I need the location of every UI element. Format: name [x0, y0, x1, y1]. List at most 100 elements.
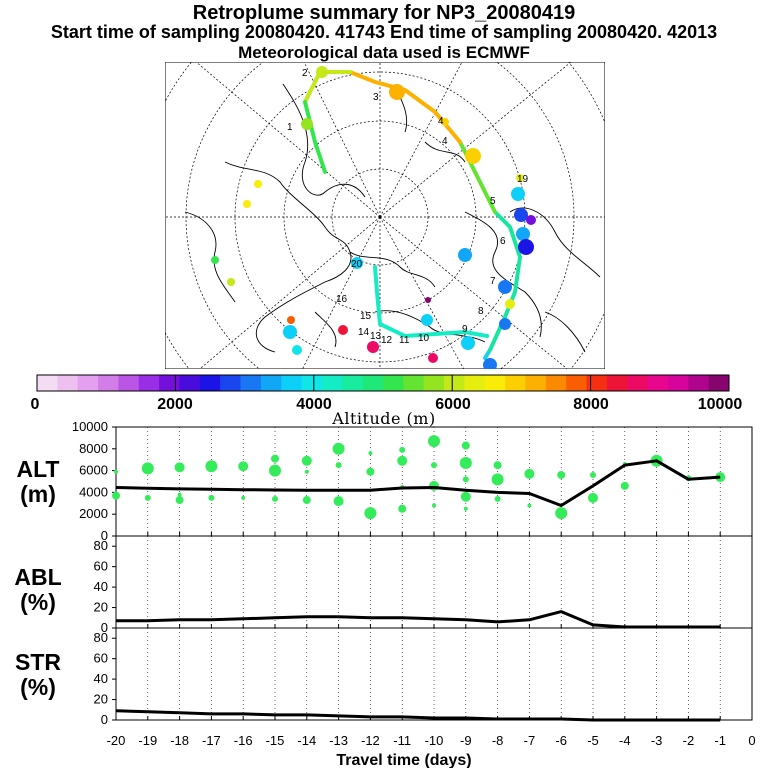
map-label: 14: [358, 327, 370, 338]
alt-cluster-point: [335, 462, 342, 469]
map-label: 2: [302, 68, 308, 79]
xtick-label: -2: [683, 733, 695, 748]
xtick-label: -15: [266, 733, 285, 748]
map-label: 16: [336, 294, 348, 305]
alt-cluster-point: [527, 503, 532, 508]
xtick-label: -16: [234, 733, 253, 748]
xtick-label: -11: [393, 733, 411, 748]
str-ytick-label: 60: [94, 651, 108, 666]
map-label: 7: [490, 276, 496, 287]
alt-cluster-point: [588, 492, 598, 503]
colorbar-swatch: [586, 375, 608, 391]
alt-cluster-point: [332, 442, 345, 455]
alt-cluster-point: [491, 473, 504, 486]
alt-cluster-point: [205, 460, 218, 473]
map-label: 19: [517, 174, 529, 185]
colorbar-swatch: [57, 375, 79, 391]
colorbar-swatch: [545, 375, 567, 391]
map-label: 5: [490, 196, 496, 207]
alt-series-line: [115, 459, 721, 507]
trajectory: [303, 70, 523, 360]
alt-cluster-point: [238, 461, 249, 472]
map-label: 12: [381, 335, 393, 346]
colorbar-tick: 0: [30, 396, 40, 413]
map-label: 9: [462, 324, 468, 335]
xtick-label: 0: [748, 733, 755, 748]
map-label: 15: [360, 311, 372, 322]
abl-ytick-label: 0: [101, 620, 108, 635]
xtick-label: -17: [202, 733, 221, 748]
xtick-label: -20: [107, 733, 126, 748]
colorbar-swatch: [281, 375, 303, 391]
colorbar-tick: 2000: [157, 396, 193, 413]
colorbar-swatch: [708, 375, 730, 391]
alt-panel-label: ALT (m): [8, 457, 68, 507]
map-label: 3: [373, 92, 379, 103]
alt-cluster-point: [114, 469, 118, 474]
colorbar-swatch: [403, 375, 425, 391]
colorbar-swatch: [260, 375, 282, 391]
map-label: 13: [370, 331, 382, 342]
chart-title: Retroplume summary for NP3_20080419: [192, 2, 576, 24]
colorbar-swatch: [627, 375, 649, 391]
alt-cluster-point: [590, 471, 596, 478]
alt-cluster-point: [399, 446, 406, 453]
alt-cluster-point: [301, 455, 312, 466]
map-label: 10: [418, 333, 430, 344]
trajectory-map: 2 3 4 4 5 6 7 8 9 10 11 12 13 14 15 16 1…: [165, 62, 605, 369]
abl-ytick-label: 20: [94, 600, 108, 615]
cluster-markers: [211, 66, 536, 369]
xtick-label: -13: [329, 733, 348, 748]
colorbar-swatch: [199, 375, 221, 391]
alt-ytick-label: 8000: [79, 441, 108, 456]
alt-cluster-point: [144, 494, 151, 501]
colorbar-tick: 4000: [296, 396, 332, 413]
alt-cluster-point: [241, 495, 246, 500]
alt-cluster-point: [269, 464, 281, 477]
alt-cluster-point: [428, 435, 440, 448]
alt-cluster-point: [304, 469, 309, 474]
alt-cluster-point: [494, 495, 501, 502]
str-label-text: STR: [15, 649, 61, 675]
sampling-times: Start time of sampling 20080420. 41743 E…: [50, 22, 718, 42]
colorbar-swatch: [179, 375, 201, 391]
colorbar-swatch: [525, 375, 547, 391]
colorbar-swatch: [688, 375, 710, 391]
colorbar-swatch: [647, 375, 669, 391]
abl-ytick-label: 80: [94, 538, 108, 553]
alt-cluster-point: [112, 491, 120, 500]
colorbar-swatch: [606, 375, 628, 391]
colorbar-tick: 10000: [697, 396, 743, 413]
alt-cluster-point: [463, 506, 468, 511]
meteo-source: Meteorological data used is ECMWF: [238, 43, 530, 62]
colorbar-swatch: [37, 375, 58, 391]
altitude-colorbar: [36, 374, 730, 392]
alt-ytick-label: 0: [101, 528, 108, 543]
alt-ytick-label: 4000: [79, 484, 108, 499]
map-label: 20: [351, 259, 363, 270]
alt-cluster-point: [208, 494, 215, 501]
alt-cluster-point: [368, 451, 373, 456]
colorbar-swatch: [342, 375, 364, 391]
alt-cluster-point: [397, 455, 408, 466]
str-ytick-label: 20: [94, 692, 108, 707]
xtick-label: -8: [492, 733, 504, 748]
alt-cluster-point: [555, 507, 568, 520]
str-ytick-label: 40: [94, 671, 108, 686]
alt-label-unit: (m): [20, 481, 56, 507]
map-label: 1: [287, 122, 293, 133]
map-label: 6: [500, 236, 506, 247]
xtick-label: -1: [714, 733, 726, 748]
colorbar-swatch: [118, 375, 140, 391]
alt-cluster-point: [364, 507, 377, 520]
alt-cluster-point: [141, 462, 154, 475]
map-label: 4: [438, 116, 444, 127]
alt-cluster-point: [620, 481, 629, 490]
abl-ytick-label: 60: [94, 559, 108, 574]
abl-frame: [115, 535, 753, 629]
colorbar-swatch: [566, 375, 588, 391]
xtick-label: -9: [460, 733, 472, 748]
x-axis-label: Travel time (days): [336, 752, 471, 768]
abl-panel-label: ABL (%): [8, 565, 68, 615]
